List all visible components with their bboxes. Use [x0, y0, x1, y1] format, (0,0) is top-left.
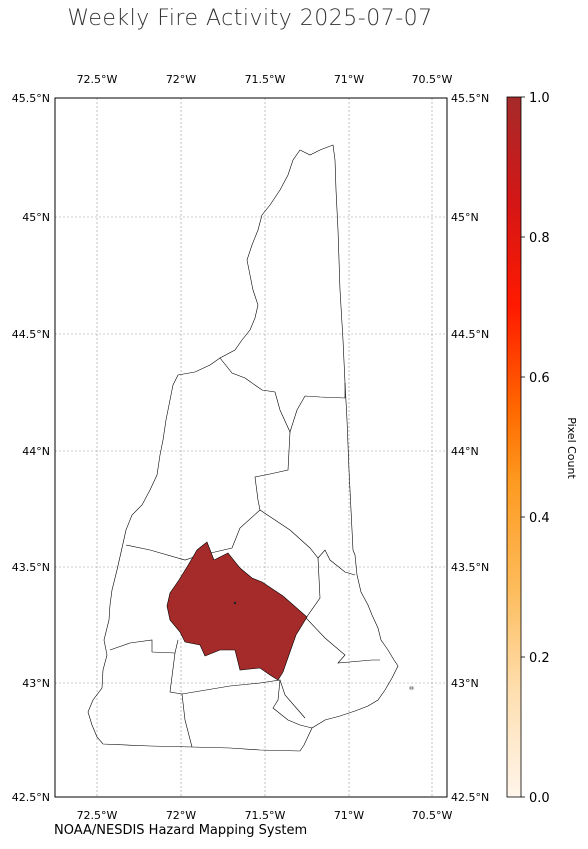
- lat-tick-label: 45.5°N: [451, 92, 489, 105]
- lat-tick-label: 45.5°N: [12, 92, 50, 105]
- lat-tick-label: 44.5°N: [451, 328, 489, 341]
- lon-tick-label: 71.5°W: [245, 809, 286, 822]
- colorbar-tick-label: 0.4: [529, 511, 550, 526]
- lat-tick-label: 43.5°N: [451, 561, 489, 574]
- county-line: [219, 357, 346, 433]
- map-frame: [54, 97, 448, 798]
- data-source-credit: NOAA/NESDIS Hazard Mapping System: [54, 823, 308, 838]
- colorbar-tick-label: 1.0: [529, 91, 550, 106]
- lat-tick-label: 44.5°N: [12, 328, 50, 341]
- lon-ticks-bottom: 72.5°W 72°W 71.5°W 71°W 70.5°W: [77, 809, 453, 822]
- lat-tick-label: 45°N: [451, 211, 479, 224]
- county-line: [279, 679, 306, 719]
- lat-tick-label: 43.5°N: [12, 561, 50, 574]
- lon-tick-label: 72.5°W: [77, 809, 118, 822]
- lon-tick-label: 70.5°W: [412, 809, 453, 822]
- colorbar: 0.0 0.2 0.4 0.6 0.8 1.0 Pixel Count: [506, 91, 578, 806]
- lon-tick-label: 72.5°W: [77, 73, 118, 86]
- lon-ticks-top: 72.5°W 72°W 71.5°W 71°W 70.5°W: [77, 73, 453, 86]
- colorbar-tick-label: 0.0: [529, 791, 550, 806]
- fire-activity-county: [166, 541, 308, 681]
- lon-tick-label: 72°W: [166, 73, 196, 86]
- county-line: [181, 679, 313, 729]
- colorbar-tick-label: 0.8: [529, 231, 550, 246]
- lat-tick-label: 45°N: [22, 211, 50, 224]
- colorbar-gradient: [506, 96, 522, 798]
- lat-tick-label: 42.5°N: [451, 791, 489, 804]
- lat-tick-label: 43°N: [22, 677, 50, 690]
- lat-ticks-right: 45.5°N 45°N 44.5°N 44°N 43.5°N 43°N 42.5…: [451, 92, 489, 804]
- new-hampshire-boundaries: [87, 144, 399, 752]
- fire-hotspot: [233, 601, 237, 605]
- lat-tick-label: 44°N: [451, 445, 479, 458]
- lat-ticks-left: 45.5°N 45°N 44.5°N 44°N 43.5°N 43°N 42.5…: [12, 92, 50, 804]
- map-title: Weekly Fire Activity 2025-07-07: [67, 6, 433, 31]
- lon-tick-label: 71°W: [334, 809, 364, 822]
- colorbar-tick-label: 0.6: [529, 371, 550, 386]
- gridlines: [55, 98, 447, 797]
- county-line: [254, 431, 291, 511]
- lon-tick-label: 71.5°W: [245, 73, 286, 86]
- lat-tick-label: 43°N: [451, 677, 479, 690]
- colorbar-tick-label: 0.2: [529, 651, 550, 666]
- colorbar-label: Pixel Count: [565, 417, 578, 479]
- island-marker: [409, 686, 414, 690]
- county-line: [109, 639, 179, 654]
- lat-tick-label: 42.5°N: [12, 791, 50, 804]
- lon-tick-label: 70.5°W: [412, 73, 453, 86]
- county-line: [125, 509, 356, 576]
- lon-tick-label: 71°W: [334, 73, 364, 86]
- county-line: [305, 557, 380, 664]
- lat-tick-label: 44°N: [22, 445, 50, 458]
- state-outline: [87, 144, 399, 752]
- lon-tick-label: 72°W: [166, 809, 196, 822]
